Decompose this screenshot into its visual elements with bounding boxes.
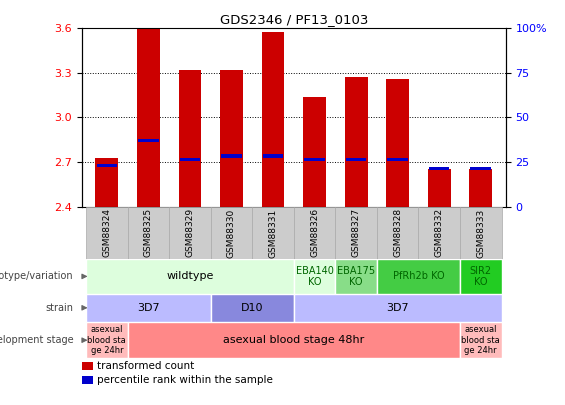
Bar [221, 154, 242, 158]
Bar [95, 158, 118, 207]
Text: D10: D10 [241, 303, 263, 313]
Bar [429, 167, 450, 171]
Bar [86, 294, 211, 322]
Text: genotype/variation: genotype/variation [0, 271, 73, 281]
Bar [470, 168, 492, 207]
Text: 3D7: 3D7 [386, 303, 409, 313]
Text: GSM88330: GSM88330 [227, 208, 236, 258]
Bar [460, 207, 502, 259]
Bar [377, 207, 419, 259]
Bar [82, 362, 93, 370]
Bar [460, 259, 502, 294]
Text: GSM88332: GSM88332 [434, 208, 444, 258]
Text: asexual
blood sta
ge 24hr: asexual blood sta ge 24hr [88, 325, 126, 355]
Bar [137, 29, 160, 207]
Text: asexual
blood sta
ge 24hr: asexual blood sta ge 24hr [462, 325, 500, 355]
Bar [294, 259, 336, 294]
Bar [305, 158, 325, 162]
Bar [428, 168, 451, 207]
Bar [419, 207, 460, 259]
Bar [386, 79, 409, 207]
Bar [336, 207, 377, 259]
Bar [336, 259, 377, 294]
Bar [86, 322, 128, 358]
Bar [86, 207, 128, 259]
Bar [303, 97, 326, 207]
Text: asexual blood stage 48hr: asexual blood stage 48hr [223, 335, 364, 345]
Text: SIR2
KO: SIR2 KO [470, 266, 492, 287]
Bar [460, 322, 502, 358]
Bar [345, 77, 368, 207]
Text: 3D7: 3D7 [137, 303, 160, 313]
Text: GSM88324: GSM88324 [102, 209, 111, 257]
Text: GSM88329: GSM88329 [185, 208, 194, 258]
Text: GSM88331: GSM88331 [268, 208, 277, 258]
Bar [179, 70, 201, 207]
Bar [262, 32, 284, 207]
Text: PfRh2b KO: PfRh2b KO [393, 271, 444, 281]
Bar [294, 207, 336, 259]
Text: GSM88333: GSM88333 [476, 208, 485, 258]
Text: strain: strain [45, 303, 73, 313]
Bar [388, 158, 408, 162]
Bar [180, 158, 200, 162]
Text: GSM88327: GSM88327 [351, 208, 360, 258]
Bar [128, 322, 460, 358]
Bar [86, 259, 294, 294]
Text: GSM88328: GSM88328 [393, 208, 402, 258]
Text: EBA175
KO: EBA175 KO [337, 266, 375, 287]
Text: percentile rank within the sample: percentile rank within the sample [97, 375, 273, 386]
Title: GDS2346 / PF13_0103: GDS2346 / PF13_0103 [220, 13, 368, 26]
Bar [169, 207, 211, 259]
Bar [211, 207, 252, 259]
Text: GSM88326: GSM88326 [310, 208, 319, 258]
Text: GSM88325: GSM88325 [144, 208, 153, 258]
Bar [252, 207, 294, 259]
Bar [294, 294, 502, 322]
Bar [471, 167, 491, 171]
Bar [138, 139, 159, 142]
Bar [346, 158, 366, 162]
Bar [97, 164, 117, 167]
Text: wildtype: wildtype [166, 271, 214, 281]
Text: transformed count: transformed count [97, 361, 194, 371]
Bar [220, 70, 243, 207]
Bar [377, 259, 460, 294]
Text: development stage: development stage [0, 335, 73, 345]
Bar [128, 207, 169, 259]
Bar [211, 294, 294, 322]
Bar [263, 154, 283, 158]
Bar [82, 376, 93, 384]
Text: EBA140
KO: EBA140 KO [295, 266, 333, 287]
